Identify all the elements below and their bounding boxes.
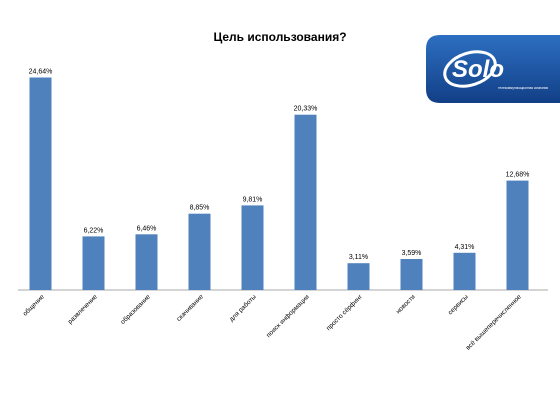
chart-title: Цель использования? (213, 30, 347, 44)
bar-3 (188, 213, 211, 290)
bar-0 (29, 77, 52, 290)
category-label-8: сервисы (447, 293, 470, 316)
bar-8 (453, 252, 476, 290)
bar-2 (135, 234, 158, 290)
category-label-9: всё вышеперечисленное (465, 293, 523, 351)
category-label-1: развлечение (67, 293, 99, 325)
value-label-4: 9,81% (243, 196, 263, 203)
bar-6 (347, 263, 370, 290)
value-label-0: 24,64% (29, 69, 53, 76)
value-label-3: 8,85% (190, 205, 210, 212)
value-label-8: 4,31% (455, 244, 475, 251)
category-label-5: поиск информации (265, 293, 311, 339)
category-label-4: для работы (228, 293, 259, 324)
category-label-2: образование (119, 292, 152, 325)
bar-4 (241, 205, 264, 290)
bar-1 (82, 236, 105, 290)
logo-text: Solo (452, 56, 504, 83)
value-label-5: 20,33% (294, 106, 318, 113)
category-label-7: новости (395, 293, 417, 315)
category-label-0: общение (21, 292, 46, 317)
bar-5 (294, 114, 317, 290)
solo-logo: Solo телекоммуникационная компания (426, 35, 560, 103)
logo-tagline: телекоммуникационная компания (498, 86, 548, 90)
category-label-6: просто сёрфинг (325, 293, 364, 332)
value-label-1: 6,22% (84, 227, 104, 234)
value-label-9: 12,68% (506, 172, 530, 179)
value-label-6: 3,11% (349, 254, 368, 261)
value-label-7: 3,59% (402, 250, 422, 257)
bar-7 (400, 259, 423, 290)
bar-9 (506, 180, 529, 290)
category-label-3: скачивание (176, 293, 206, 323)
value-label-2: 6,46% (137, 225, 157, 232)
